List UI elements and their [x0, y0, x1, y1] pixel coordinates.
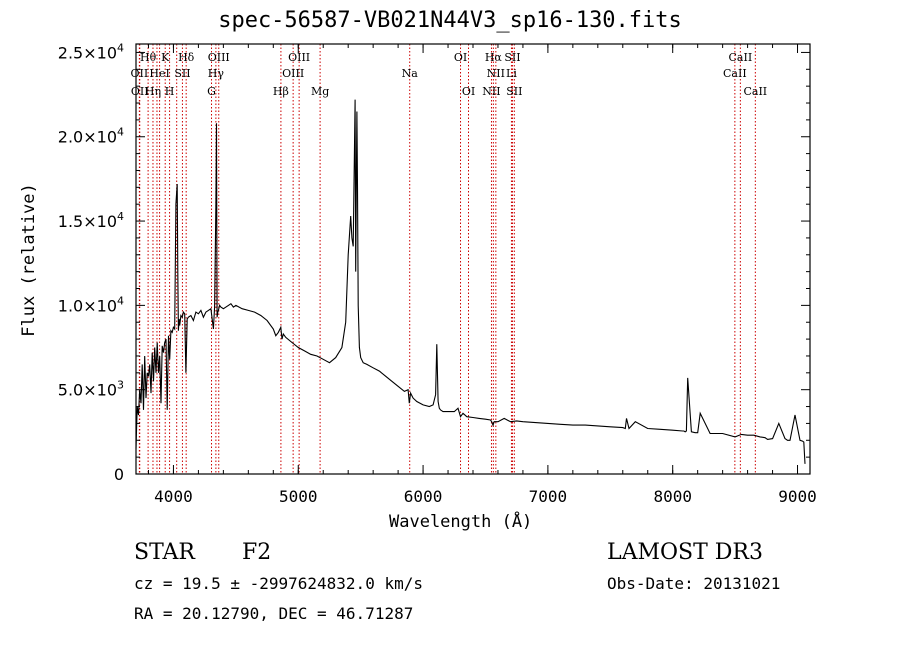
line-marker-label: OII — [131, 67, 149, 80]
spectrum-line — [135, 99, 806, 464]
y-tick-label: 1.0×104 — [58, 294, 124, 315]
y-tick-label: 2.0×104 — [58, 126, 124, 147]
line-marker-label: K — [161, 51, 170, 64]
survey-name: LAMOST DR3 — [607, 540, 763, 565]
line-marker-label: Hγ — [208, 67, 225, 80]
y-axis-label: Flux (relative) — [18, 183, 39, 337]
line-marker-label: OII — [131, 85, 149, 98]
x-axis-ticks: 4000 5000 6000 7000 8000 9000 — [147, 44, 817, 506]
line-marker-label: Mg — [311, 85, 329, 98]
line-marker-label: SII — [504, 51, 520, 64]
plot-frame — [135, 43, 811, 475]
line-marker-label: Hδ — [178, 51, 195, 64]
chart-title: spec-56587-VB021N44V3_sp16-130.fits — [218, 8, 682, 33]
x-tick-label: 7000 — [529, 487, 568, 506]
line-marker-label: OI — [454, 51, 467, 64]
x-tick-label: 6000 — [404, 487, 443, 506]
line-marker-label: OI — [462, 85, 475, 98]
line-marker-label: NII — [487, 67, 505, 80]
line-marker-label: Hη — [145, 85, 161, 98]
line-marker-label: Li — [506, 67, 517, 80]
obs-date: Obs-Date: 20131021 — [607, 574, 781, 593]
line-marker-label: G — [207, 85, 216, 98]
y-tick-label: 5.0×103 — [58, 379, 124, 400]
x-tick-label: 8000 — [653, 487, 692, 506]
x-axis-label: Wavelength (Å) — [389, 512, 533, 532]
line-marker-label: Na — [402, 67, 419, 80]
line-marker-label: OIII — [288, 51, 310, 64]
object-class: STAR — [134, 540, 195, 565]
coordinates: RA = 20.12790, DEC = 46.71287 — [134, 604, 414, 623]
y-tick-label: 1.5×104 — [58, 210, 124, 231]
line-marker-label: H — [165, 85, 175, 98]
line-marker-label: SII — [174, 67, 190, 80]
line-marker-label: SII — [506, 85, 522, 98]
line-marker-label: OIII — [282, 67, 304, 80]
line-marker-label: Hα — [485, 51, 503, 64]
line-marker-label: HeI — [149, 67, 169, 80]
x-tick-label: 5000 — [279, 487, 318, 506]
line-marker-label: CaII — [723, 67, 747, 80]
y-tick-label: 2.5×104 — [58, 41, 124, 62]
redshift-line: cz = 19.5 ± -2997624832.0 km/s — [134, 574, 423, 593]
line-marker-label: Hθ — [140, 51, 157, 64]
line-marker-label: NII — [482, 85, 500, 98]
emission-line-markers — [138, 44, 756, 474]
x-tick-label: 9000 — [778, 487, 817, 506]
object-subclass: F2 — [242, 540, 272, 565]
line-marker-label: Hβ — [273, 85, 289, 98]
line-marker-label: CaII — [729, 51, 753, 64]
y-tick-label: 0 — [114, 465, 124, 484]
line-marker-label: CaII — [743, 85, 767, 98]
x-tick-label: 4000 — [154, 487, 193, 506]
y-axis-ticks: 0 5.0×103 1.0×104 1.5×104 2.0×104 2.5×104 — [58, 41, 810, 484]
line-marker-label: OIII — [208, 51, 230, 64]
